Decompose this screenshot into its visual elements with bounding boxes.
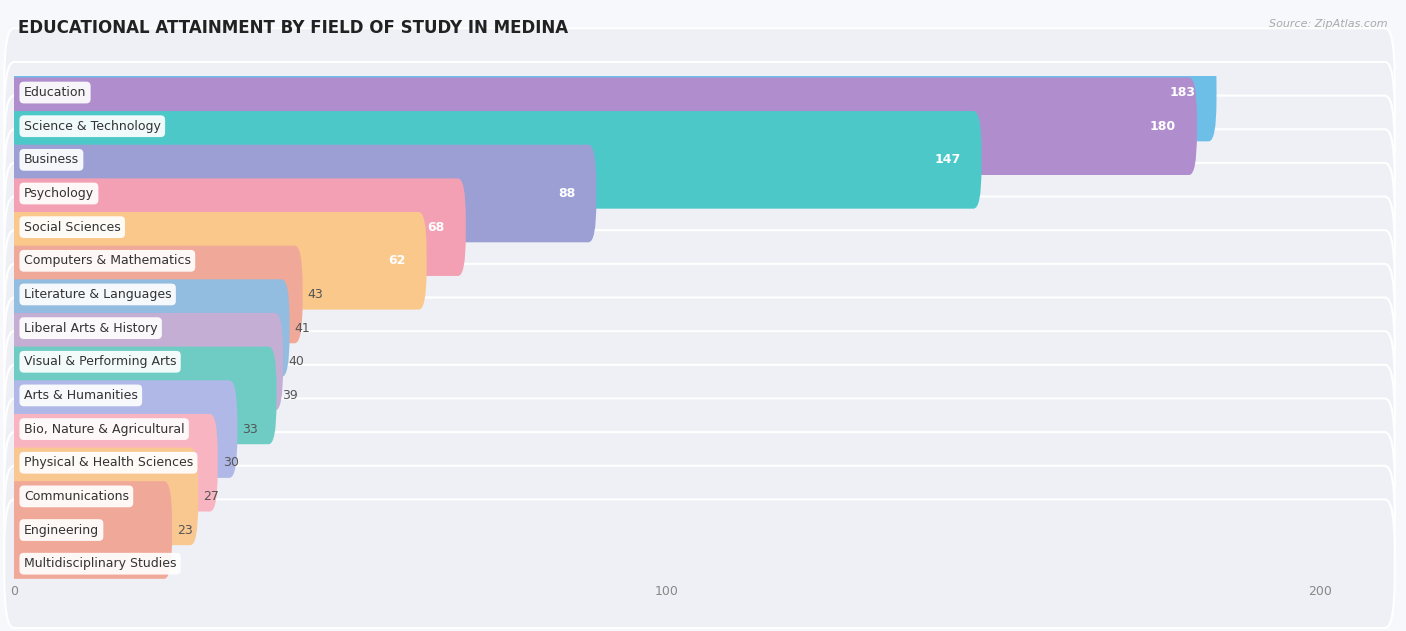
Text: 39: 39 bbox=[281, 389, 298, 402]
Text: 41: 41 bbox=[295, 322, 311, 334]
FancyBboxPatch shape bbox=[4, 163, 1395, 292]
Text: Multidisciplinary Studies: Multidisciplinary Studies bbox=[24, 557, 176, 570]
Text: Education: Education bbox=[24, 86, 86, 99]
FancyBboxPatch shape bbox=[4, 365, 1395, 493]
FancyBboxPatch shape bbox=[4, 432, 1395, 561]
Text: 43: 43 bbox=[308, 288, 323, 301]
Text: 30: 30 bbox=[224, 456, 239, 469]
FancyBboxPatch shape bbox=[6, 447, 198, 545]
Text: Computers & Mathematics: Computers & Mathematics bbox=[24, 254, 191, 268]
Text: 33: 33 bbox=[243, 423, 259, 435]
FancyBboxPatch shape bbox=[6, 78, 1197, 175]
Text: Social Sciences: Social Sciences bbox=[24, 221, 121, 233]
Text: Arts & Humanities: Arts & Humanities bbox=[24, 389, 138, 402]
FancyBboxPatch shape bbox=[6, 212, 426, 310]
FancyBboxPatch shape bbox=[4, 264, 1395, 392]
Text: Business: Business bbox=[24, 153, 79, 167]
Text: Bio, Nature & Agricultural: Bio, Nature & Agricultural bbox=[24, 423, 184, 435]
Text: Psychology: Psychology bbox=[24, 187, 94, 200]
FancyBboxPatch shape bbox=[6, 346, 277, 444]
FancyBboxPatch shape bbox=[6, 380, 238, 478]
Text: Literature & Languages: Literature & Languages bbox=[24, 288, 172, 301]
FancyBboxPatch shape bbox=[6, 414, 218, 512]
Text: EDUCATIONAL ATTAINMENT BY FIELD OF STUDY IN MEDINA: EDUCATIONAL ATTAINMENT BY FIELD OF STUDY… bbox=[18, 19, 568, 37]
FancyBboxPatch shape bbox=[6, 111, 981, 209]
Text: Communications: Communications bbox=[24, 490, 129, 503]
Text: 0: 0 bbox=[27, 557, 35, 570]
Text: Engineering: Engineering bbox=[24, 524, 98, 536]
FancyBboxPatch shape bbox=[4, 62, 1395, 191]
FancyBboxPatch shape bbox=[4, 95, 1395, 224]
FancyBboxPatch shape bbox=[4, 297, 1395, 426]
Text: 68: 68 bbox=[427, 221, 444, 233]
FancyBboxPatch shape bbox=[6, 44, 1216, 141]
Text: Science & Technology: Science & Technology bbox=[24, 120, 160, 133]
Text: 88: 88 bbox=[558, 187, 575, 200]
FancyBboxPatch shape bbox=[4, 196, 1395, 325]
Text: 27: 27 bbox=[204, 490, 219, 503]
FancyBboxPatch shape bbox=[4, 398, 1395, 527]
Text: 62: 62 bbox=[388, 254, 406, 268]
FancyBboxPatch shape bbox=[6, 245, 302, 343]
FancyBboxPatch shape bbox=[4, 466, 1395, 594]
FancyBboxPatch shape bbox=[4, 129, 1395, 258]
FancyBboxPatch shape bbox=[4, 499, 1395, 628]
Text: 180: 180 bbox=[1150, 120, 1175, 133]
FancyBboxPatch shape bbox=[6, 313, 283, 411]
Text: 183: 183 bbox=[1170, 86, 1195, 99]
Text: Physical & Health Sciences: Physical & Health Sciences bbox=[24, 456, 193, 469]
Text: Liberal Arts & History: Liberal Arts & History bbox=[24, 322, 157, 334]
FancyBboxPatch shape bbox=[4, 28, 1395, 157]
FancyBboxPatch shape bbox=[6, 481, 172, 579]
Text: 23: 23 bbox=[177, 524, 193, 536]
Text: Source: ZipAtlas.com: Source: ZipAtlas.com bbox=[1270, 19, 1388, 29]
Text: 40: 40 bbox=[288, 355, 304, 369]
Text: Visual & Performing Arts: Visual & Performing Arts bbox=[24, 355, 176, 369]
Text: 147: 147 bbox=[935, 153, 960, 167]
FancyBboxPatch shape bbox=[6, 179, 465, 276]
FancyBboxPatch shape bbox=[6, 280, 290, 377]
FancyBboxPatch shape bbox=[4, 331, 1395, 460]
FancyBboxPatch shape bbox=[4, 230, 1395, 359]
FancyBboxPatch shape bbox=[6, 144, 596, 242]
